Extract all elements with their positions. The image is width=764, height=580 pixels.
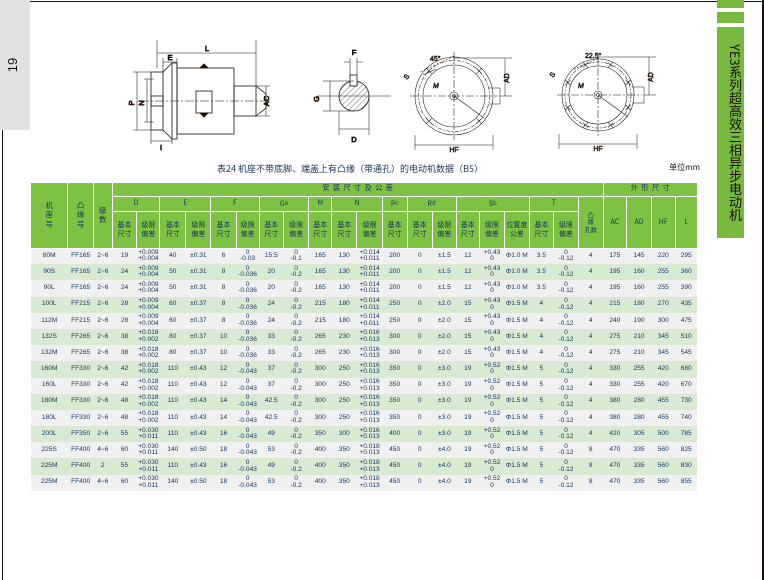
svg-text:P: P [127, 100, 136, 105]
svg-text:AC: AC [262, 95, 271, 106]
svg-text:AD: AD [648, 72, 655, 82]
svg-text:N: N [137, 100, 146, 105]
svg-text:M: M [433, 83, 439, 90]
svg-text:HF: HF [593, 146, 602, 153]
svg-text:S: S [403, 73, 412, 81]
svg-text:M: M [578, 83, 584, 90]
svg-text:G: G [312, 96, 321, 102]
svg-text:S: S [549, 71, 558, 79]
svg-text:AD: AD [504, 73, 511, 83]
svg-text:F: F [352, 48, 357, 57]
svg-text:L: L [205, 44, 209, 53]
svg-text:I: I [160, 143, 162, 152]
svg-text:HF: HF [449, 147, 458, 154]
svg-text:E: E [167, 53, 172, 62]
svg-text:22.5°: 22.5° [585, 52, 602, 60]
svg-text:D: D [351, 135, 357, 144]
svg-text:45°: 45° [430, 55, 441, 63]
